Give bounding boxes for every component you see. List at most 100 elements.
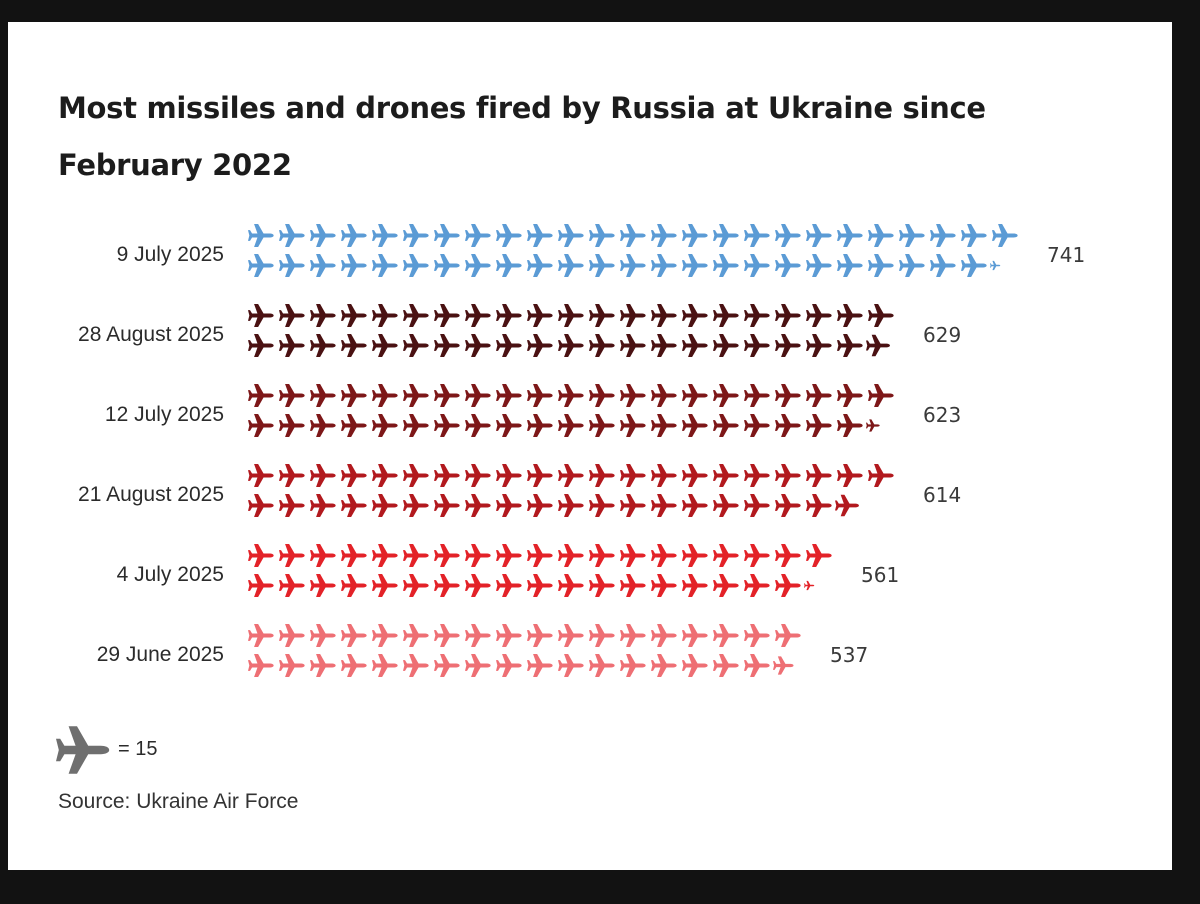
value-label: 629 [923, 323, 961, 347]
plane-icon [434, 574, 460, 597]
plane-icon [341, 464, 367, 487]
category-label: 28 August 2025 [78, 323, 224, 346]
plane-icon [682, 224, 708, 247]
plane-icon [589, 224, 615, 247]
plane-icon [403, 494, 429, 517]
plane-icon [279, 414, 305, 437]
plane-icon [248, 574, 274, 597]
plane-icon [775, 254, 801, 277]
plane-icon [775, 464, 801, 487]
plane-icon [465, 304, 491, 327]
plane-icon [248, 254, 274, 277]
plane-icon [589, 574, 615, 597]
value-label: 614 [923, 483, 961, 507]
plane-icon [558, 304, 584, 327]
plane-icon [620, 544, 646, 567]
plane-icon [868, 304, 894, 327]
plane-icon [620, 624, 646, 647]
plane-icon [775, 574, 801, 597]
plane-icon [744, 574, 770, 597]
plane-icon [465, 544, 491, 567]
plane-icon [310, 654, 336, 677]
value-label: 741 [1047, 243, 1085, 267]
plane-icon [434, 414, 460, 437]
category-label: 9 July 2025 [117, 243, 224, 266]
plane-icon [868, 224, 894, 247]
plane-icon [403, 574, 429, 597]
plane-icon [341, 254, 367, 277]
plane-icon [713, 624, 739, 647]
plane-icon [620, 574, 646, 597]
plane-icon [744, 654, 770, 677]
plane-icon [558, 544, 584, 567]
plane-icon [527, 304, 553, 327]
plane-icon [682, 254, 708, 277]
plane-icon [558, 414, 584, 437]
plane-icon [713, 414, 739, 437]
plane-icon [589, 414, 615, 437]
plane-icon [651, 494, 677, 517]
plane-icon [651, 624, 677, 647]
plane-icon [558, 494, 584, 517]
pictogram-chart: 9 July 2025 741 28 August 2025 629 12 July 2… [8, 22, 1085, 870]
plane-icon [527, 334, 553, 357]
plane-icon [558, 624, 584, 647]
plane-icon [279, 544, 305, 567]
plane-icon [837, 224, 863, 247]
plane-icon [56, 726, 109, 774]
plane-icon [341, 304, 367, 327]
plane-icon [744, 414, 770, 437]
plane-icon [527, 414, 553, 437]
value-label: 561 [861, 563, 899, 587]
plane-icon [310, 334, 336, 357]
plane-icon [806, 304, 832, 327]
plane-icon [248, 494, 274, 517]
plane-icon [496, 254, 522, 277]
plane-icon [806, 414, 832, 437]
plane-icon [589, 304, 615, 327]
plane-icon [434, 224, 460, 247]
plane-icon [713, 464, 739, 487]
value-label: 623 [923, 403, 961, 427]
plane-icon [651, 384, 677, 407]
legend: = 15 [56, 726, 157, 774]
plane-icon [713, 384, 739, 407]
plane-icon [310, 574, 336, 597]
plane-icon [961, 254, 987, 277]
plane-icon [465, 574, 491, 597]
plane-icon [248, 414, 274, 437]
plane-icon [465, 384, 491, 407]
plane-icon [248, 304, 274, 327]
plane-icon [341, 544, 367, 567]
plane-icon [279, 654, 305, 677]
plane-icon [434, 254, 460, 277]
plane-icon [713, 224, 739, 247]
plane-icon [682, 304, 708, 327]
plane-icon [496, 334, 522, 357]
plane-icon [403, 224, 429, 247]
plane-icon [589, 254, 615, 277]
bar-row: 28 August 2025 629 [78, 304, 961, 357]
plane-icon [434, 304, 460, 327]
plane-icon [465, 624, 491, 647]
plane-icon [682, 494, 708, 517]
plane-icon [837, 334, 863, 357]
plane-icon [837, 464, 863, 487]
plane-icon [403, 384, 429, 407]
plane-icon [651, 414, 677, 437]
plane-icon [992, 224, 1018, 247]
plane-icon [403, 654, 429, 677]
plane-icon [310, 544, 336, 567]
plane-icon [527, 624, 553, 647]
plane-icon [651, 574, 677, 597]
plane-icon [434, 384, 460, 407]
plane-icon [496, 464, 522, 487]
plane-icon [403, 334, 429, 357]
plane-icon [372, 414, 398, 437]
plane-icon [279, 334, 305, 357]
plane-icon [651, 304, 677, 327]
plane-icon [806, 384, 832, 407]
plane-icon [434, 624, 460, 647]
plane-icon [806, 254, 832, 277]
plane-icon [527, 254, 553, 277]
